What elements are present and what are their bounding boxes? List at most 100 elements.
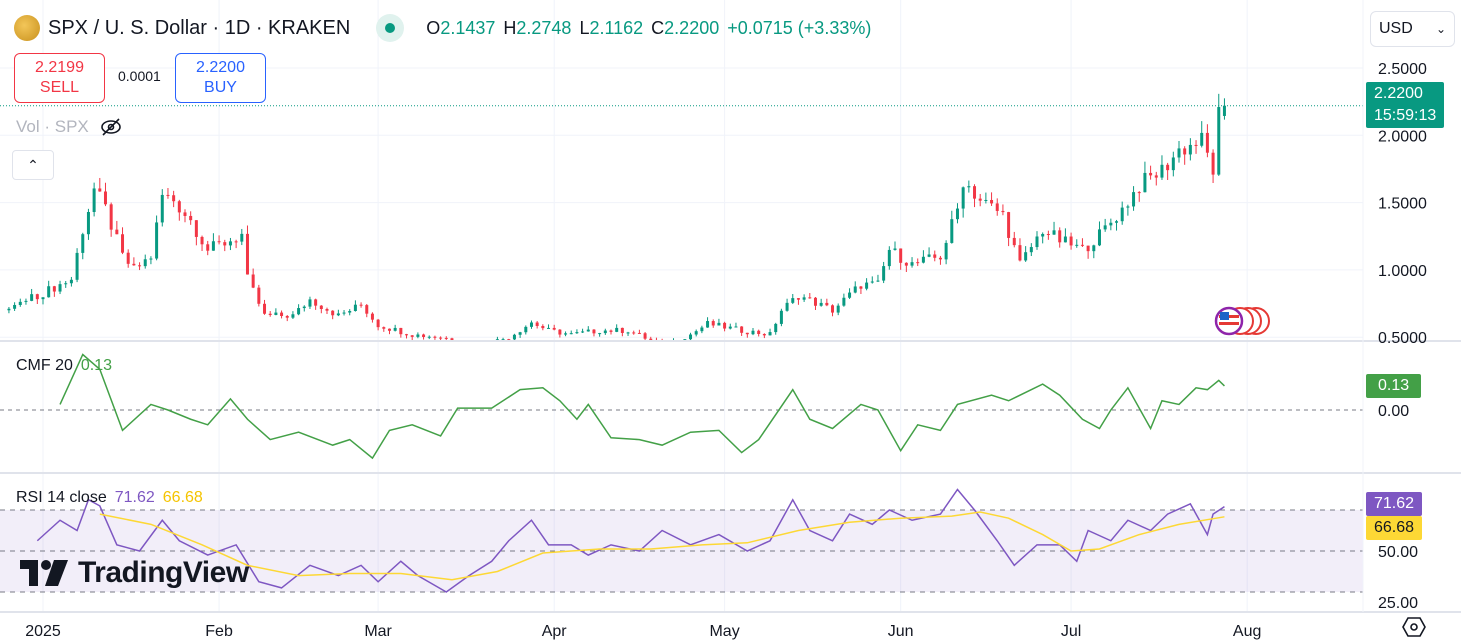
candle (160, 189, 164, 227)
candle (1069, 232, 1073, 250)
candle (1086, 245, 1090, 259)
candle-body (81, 234, 85, 253)
candle-body (1024, 252, 1028, 261)
candle-body (353, 304, 357, 311)
candle-body (257, 287, 261, 304)
candle (859, 285, 863, 295)
sell-button[interactable]: 2.2199 SELL (14, 53, 105, 103)
candle (257, 284, 261, 307)
symbol-title[interactable]: SPX / U. S. Dollar · 1D · KRAKEN (48, 16, 351, 39)
price-axis-tick[interactable]: 1.5000 (1378, 196, 1427, 213)
ohlc-values: O2.1437 H2.2748 L2.1162 C2.2200 +0.0715 … (426, 18, 871, 39)
candle (1058, 227, 1062, 248)
candle-body (121, 234, 125, 253)
candle (1103, 218, 1107, 232)
candle (1171, 151, 1175, 177)
candle-body (592, 329, 596, 334)
candle (1200, 121, 1204, 148)
rsi-label[interactable]: RSI 14 close (16, 489, 107, 506)
candle-body (541, 325, 545, 329)
candle-body (819, 302, 823, 306)
eye-hidden-icon[interactable] (99, 117, 123, 137)
rsi-ma-line (99, 511, 1225, 581)
sell-label: SELL (39, 79, 80, 96)
candle-body (796, 298, 800, 300)
candle-body (365, 305, 369, 314)
candle-body (194, 220, 198, 237)
candle (365, 303, 369, 318)
price-axis-tick[interactable]: 0.5000 (1378, 330, 1427, 347)
candle-body (490, 344, 493, 345)
candle-body (632, 332, 636, 334)
buy-button[interactable]: 2.2200 BUY (175, 53, 266, 103)
candle (745, 332, 749, 338)
volume-label[interactable]: Vol · SPX (16, 117, 89, 136)
price-axis-tick[interactable]: 2.5000 (1378, 61, 1427, 78)
candle (353, 300, 357, 312)
candle-body (1200, 132, 1204, 146)
candle (802, 294, 806, 302)
candle-body (694, 331, 698, 335)
candle (251, 268, 255, 289)
candle (348, 309, 352, 316)
candle (507, 338, 511, 340)
candle (672, 338, 674, 340)
candle (955, 203, 959, 224)
candle (166, 188, 170, 199)
collapse-legend-button[interactable]: ⌃ (12, 150, 54, 180)
price-axis-tick[interactable]: 2.0000 (1378, 128, 1427, 145)
candle (485, 344, 488, 348)
candle (524, 325, 528, 335)
candle-body (468, 343, 471, 344)
candle (598, 332, 602, 337)
currency-select[interactable]: USD ⌄ (1370, 11, 1455, 47)
candle (609, 329, 613, 335)
candle-body (382, 327, 386, 329)
candle-body (779, 310, 783, 324)
candle-body (439, 337, 443, 339)
candle-body (734, 326, 738, 328)
candle-body (961, 187, 965, 209)
candle (848, 288, 852, 299)
candle-body (836, 305, 840, 313)
tradingview-logo[interactable]: TradingView (20, 556, 249, 590)
candle (30, 288, 34, 302)
candle-body (1097, 229, 1101, 246)
price-axis-tick[interactable]: 1.0000 (1378, 263, 1427, 280)
candle-body (876, 280, 880, 282)
candle-body (762, 334, 766, 336)
candle (547, 324, 551, 329)
candle (1160, 155, 1164, 180)
candle-body (1001, 210, 1005, 213)
candle-body (984, 199, 988, 201)
candle (1177, 140, 1181, 163)
candle (1120, 201, 1124, 225)
candle (1126, 204, 1130, 216)
candle-body (138, 265, 142, 267)
candle-body (1052, 230, 1056, 235)
candle-body (58, 284, 62, 292)
settings-icon[interactable] (1402, 616, 1426, 638)
candle (86, 208, 90, 240)
candle-body (950, 219, 954, 243)
us-flag-events-icon[interactable] (1210, 305, 1270, 337)
candle (52, 285, 56, 297)
cmf-label[interactable]: CMF 20 (16, 357, 73, 374)
candle-body (103, 191, 107, 205)
candle-body (240, 233, 244, 242)
candle-body (757, 330, 761, 335)
close-value: 2.2200 (664, 17, 720, 38)
time-axis-tick: Apr (542, 623, 568, 640)
candle-body (813, 297, 817, 306)
candle-body (1205, 132, 1209, 153)
candle-body (433, 336, 437, 338)
candle (967, 180, 971, 193)
market-status-icon[interactable] (376, 14, 405, 42)
candle-body (462, 343, 465, 344)
candle-body (643, 333, 647, 339)
candle-body (683, 339, 687, 340)
candle-body (853, 286, 857, 293)
candle-body (1137, 192, 1141, 194)
candle-body (132, 263, 136, 266)
